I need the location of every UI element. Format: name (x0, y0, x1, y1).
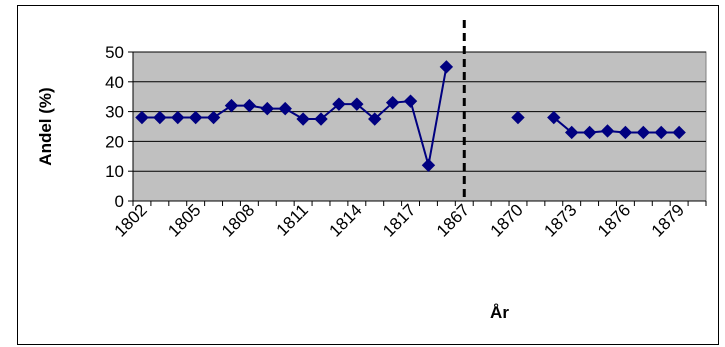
data-point (385, 95, 400, 110)
data-point (582, 125, 597, 140)
data-point (403, 94, 418, 108)
x-tick-label: 1817 (379, 200, 419, 240)
plot-area (132, 51, 707, 202)
chart-frame (17, 5, 719, 345)
data-point (242, 98, 257, 113)
data-point (278, 101, 292, 116)
x-tick-label: 1879 (648, 200, 688, 240)
data-point (171, 110, 185, 125)
x-tick-label: 1814 (325, 200, 365, 240)
y-tick-label: 10 (105, 162, 124, 181)
data-point (350, 97, 364, 111)
data-point (188, 110, 203, 125)
data-point (636, 125, 651, 140)
x-tick-label: 1811 (273, 200, 312, 239)
y-tick-label: 0 (115, 192, 124, 211)
x-tick-label: 1805 (164, 200, 204, 240)
data-point (332, 97, 346, 111)
x-tick-labels: 1802 1805 1808 1811 1814 1817 1867 1870 1873 1876… (111, 200, 688, 240)
y-tick-labels: 0 10 20 30 40 50 (105, 43, 124, 211)
data-point (314, 112, 328, 126)
y-tick-label: 50 (105, 43, 124, 62)
data-point (368, 112, 382, 126)
x-tick-label: 1876 (594, 200, 634, 240)
data-point (439, 60, 454, 74)
data-point (260, 101, 275, 116)
data-point (654, 125, 668, 140)
x-axis-label: År (490, 303, 509, 322)
data-point (206, 110, 221, 125)
y-tick-label: 30 (105, 103, 124, 122)
y-axis-label: Andel (%) (36, 87, 55, 165)
data-point (153, 110, 167, 125)
data-point (421, 158, 436, 172)
data-point (672, 125, 686, 140)
data-point (618, 125, 633, 140)
data-point (547, 110, 561, 125)
data-point (296, 112, 310, 126)
data-point (600, 124, 615, 138)
y-tick-label: 40 (105, 73, 124, 92)
data-point (564, 125, 579, 140)
axes (128, 51, 707, 206)
grid-lines (133, 51, 706, 172)
data-point (511, 110, 525, 125)
series-group (135, 60, 686, 172)
y-tick-label: 20 (105, 132, 124, 151)
data-point (135, 110, 149, 125)
x-tick-label: 1808 (218, 200, 258, 240)
x-tick-label: 1873 (540, 200, 580, 240)
x-tick-label: 1867 (433, 200, 473, 240)
x-tick-label: 1870 (487, 200, 527, 240)
data-point (224, 98, 239, 113)
